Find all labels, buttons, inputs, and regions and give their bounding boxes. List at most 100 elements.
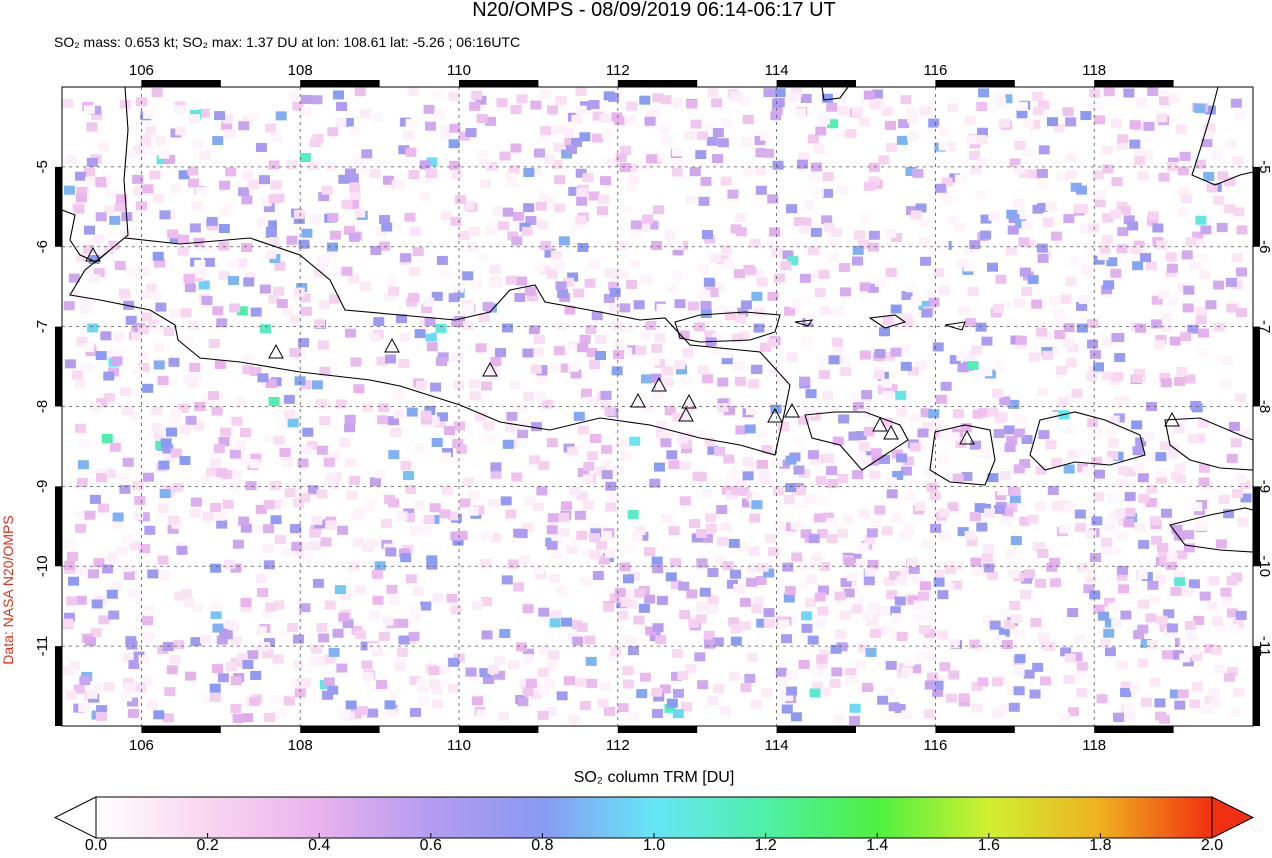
so2-pixel <box>400 460 412 470</box>
so2-pixel <box>908 564 920 574</box>
so2-pixel <box>785 455 797 465</box>
so2-pixel <box>472 696 484 706</box>
so2-pixel <box>567 446 579 456</box>
so2-pixel <box>184 671 196 681</box>
so2-pixel <box>1158 172 1170 182</box>
so2-pixel <box>1073 671 1085 681</box>
so2-pixel <box>1101 234 1113 244</box>
so2-pixel <box>505 275 517 285</box>
so2-pixel <box>78 702 90 712</box>
so2-pixel <box>189 223 201 233</box>
so2-pixel <box>964 115 976 125</box>
so2-pixel <box>800 217 812 227</box>
so2-pixel <box>558 512 570 522</box>
so2-pixel <box>814 287 826 297</box>
so2-pixel <box>317 655 329 665</box>
so2-pixel <box>289 348 301 358</box>
so2-pixel <box>1199 591 1211 601</box>
so2-pixel <box>905 166 917 176</box>
so2-pixel <box>318 192 330 202</box>
so2-pixel <box>939 530 951 540</box>
so2-pixel <box>748 546 760 556</box>
so2-pixel <box>815 476 827 486</box>
so2-pixel <box>159 210 171 220</box>
so2-pixel <box>141 312 153 322</box>
so2-pixel <box>1214 664 1226 674</box>
so2-pixel <box>424 121 436 131</box>
so2-pixel <box>265 378 277 388</box>
so2-pixel <box>1104 522 1116 532</box>
so2-pixel <box>327 127 339 137</box>
so2-pixel <box>1183 543 1195 553</box>
so2-pixel <box>543 678 555 688</box>
so2-pixel <box>350 709 362 719</box>
so2-pixel <box>1204 644 1216 654</box>
so2-pixel <box>923 709 935 719</box>
so2-pixel <box>920 256 932 266</box>
so2-pixel <box>826 517 838 527</box>
so2-pixel <box>440 452 452 462</box>
so2-pixel <box>371 112 383 122</box>
so2-pixel <box>772 160 784 170</box>
so2-pixel <box>270 499 282 509</box>
so2-pixel <box>798 580 810 590</box>
so2-pixel <box>865 647 877 657</box>
so2-pixel <box>949 355 961 365</box>
so2-pixel <box>1100 537 1112 547</box>
so2-pixel <box>1193 433 1205 443</box>
so2-pixel <box>1190 400 1202 410</box>
so2-pixel <box>285 445 297 455</box>
so2-pixel <box>264 433 276 443</box>
so2-pixel <box>329 294 341 304</box>
so2-pixel <box>1063 323 1075 333</box>
so2-pixel <box>659 125 671 135</box>
so2-pixel <box>1169 689 1181 699</box>
so2-pixel <box>1103 87 1115 97</box>
so2-pixel <box>236 306 248 316</box>
so2-pixel <box>851 107 863 117</box>
so2-pixel <box>901 290 913 300</box>
so2-pixel <box>822 391 834 401</box>
so2-pixel <box>852 470 864 480</box>
so2-pixel <box>604 706 616 716</box>
so2-pixel <box>700 308 712 318</box>
so2-pixel <box>293 209 305 219</box>
so2-pixel <box>523 391 535 401</box>
so2-pixel <box>88 254 100 264</box>
so2-pixel <box>505 509 517 519</box>
so2-pixel <box>906 557 918 567</box>
so2-pixel <box>678 581 690 591</box>
so2-pixel <box>1159 372 1171 382</box>
so2-pixel <box>91 599 103 609</box>
y-tick-label: -6 <box>34 240 51 253</box>
so2-pixel <box>1226 576 1238 586</box>
so2-pixel <box>1193 616 1205 626</box>
so2-pixel <box>75 424 87 434</box>
so2-pixel <box>831 227 843 237</box>
so2-pixel <box>240 428 252 438</box>
so2-pixel <box>1127 221 1139 231</box>
so2-pixel <box>1235 393 1247 403</box>
so2-pixel <box>550 549 562 559</box>
so2-pixel <box>858 509 870 519</box>
so2-pixel <box>498 221 510 231</box>
so2-pixel <box>543 154 555 164</box>
so2-pixel <box>293 214 305 224</box>
so2-pixel <box>451 169 463 179</box>
so2-pixel <box>1114 508 1126 518</box>
so2-pixel <box>437 412 449 422</box>
so2-pixel <box>242 354 254 364</box>
so2-pixel <box>97 249 109 259</box>
so2-pixel <box>976 522 988 532</box>
so2-pixel <box>294 376 306 386</box>
so2-pixel <box>218 270 230 280</box>
so2-pixel <box>1040 249 1052 259</box>
so2-pixel <box>924 680 936 690</box>
so2-pixel <box>453 653 465 663</box>
so2-pixel <box>845 129 857 139</box>
so2-pixel <box>344 414 356 424</box>
so2-pixel <box>969 150 981 160</box>
so2-pixel <box>338 174 350 184</box>
so2-pixel <box>1102 337 1114 347</box>
so2-pixel <box>597 206 609 216</box>
